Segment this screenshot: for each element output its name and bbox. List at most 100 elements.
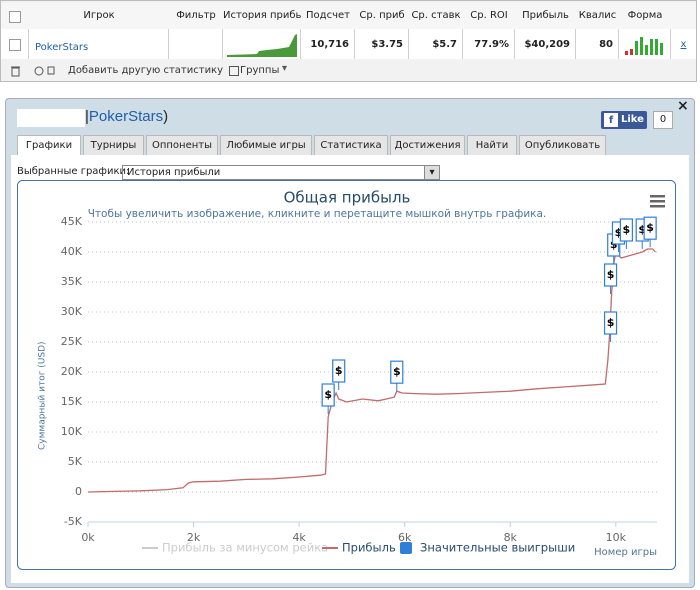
panel-title: |PokerStars) [85, 108, 168, 125]
flag-text: $ [324, 388, 332, 401]
header[interactable]: Форма [619, 3, 672, 29]
tab[interactable]: Достижения [390, 135, 465, 155]
header[interactable]: Ср. ставк [409, 3, 464, 29]
header[interactable]: Ср. приб [355, 3, 410, 29]
like-label: Like [621, 114, 644, 125]
fb-like[interactable]: f Like [601, 111, 647, 129]
checkbox[interactable] [9, 39, 21, 51]
flag-text: $ [623, 223, 631, 236]
avg-profit: $3.75 [355, 29, 409, 59]
header[interactable]: Подсчет [301, 3, 356, 29]
flag-box [332, 359, 346, 383]
chart-select[interactable]: История прибыли ▾ [122, 165, 440, 180]
groups[interactable]: Группы [240, 65, 280, 76]
tab[interactable]: Оппоненты [146, 135, 218, 155]
chart-frame [17, 180, 676, 570]
title-prefix: | [85, 108, 89, 125]
x-tick-label: 2k [187, 531, 201, 544]
flag: $ [390, 360, 404, 392]
header[interactable]: История прибы [223, 3, 302, 29]
flag-text: $ [615, 226, 623, 239]
y-tick-label: 45K [61, 215, 83, 228]
profit: $40,209 [515, 29, 576, 59]
groups-icon [229, 66, 239, 76]
title-suffix: ) [163, 108, 169, 125]
checkbox[interactable] [9, 11, 21, 23]
y-tick-label: 10K [61, 425, 83, 438]
header[interactable]: Фильтр [169, 3, 224, 29]
tab[interactable]: Любимые игры [220, 135, 312, 155]
header[interactable]: Прибыль [515, 3, 577, 29]
flag-text: $ [607, 268, 615, 281]
flag-text: $ [646, 221, 654, 234]
x-tick-label: 10k [606, 531, 627, 544]
y-tick-label: 40K [61, 245, 83, 258]
flag-box [603, 263, 618, 287]
flag-box [619, 218, 633, 242]
flag-box [603, 311, 618, 335]
flag-text: $ [335, 364, 343, 377]
header-cell [671, 3, 696, 29]
legend-symbol [400, 542, 412, 554]
y-tick-label: 30K [61, 305, 83, 318]
flag: $ [643, 216, 657, 248]
panel-close[interactable]: × [677, 98, 689, 114]
title-name[interactable]: PokerStars [88, 108, 164, 125]
flag-box [643, 216, 657, 240]
flag: $ [321, 383, 335, 414]
header-cell [1, 3, 30, 29]
flag: $ [332, 359, 346, 390]
remove-row[interactable]: x [671, 29, 696, 59]
flag-text: $ [607, 316, 615, 329]
flag: $ [603, 263, 618, 294]
flag-box [390, 360, 404, 384]
y-axis-label: Суммарный итог (USD) [38, 341, 48, 450]
x-tick-label: 8k [504, 531, 518, 544]
flag-text: $ [638, 223, 646, 236]
legend-label: Прибыль [342, 541, 396, 555]
flag-box [321, 383, 335, 407]
header[interactable]: Игрок [29, 3, 170, 29]
chart-subtitle: Чтобы увеличить изображение, кликните и … [88, 208, 547, 220]
x-axis-label: Номер игры [594, 547, 657, 558]
tab[interactable]: Графики [17, 135, 81, 156]
x-tick-label: 0k [81, 531, 95, 544]
select-value: История прибыли [127, 167, 221, 178]
x-tick-label: 6k [398, 531, 412, 544]
row-cell [169, 29, 223, 59]
groups-arrow: ▾ [282, 63, 288, 74]
x-tick-label: 4k [292, 531, 306, 544]
header[interactable]: Ср. ROI [463, 3, 516, 29]
y-tick-label: 35K [61, 275, 83, 288]
flag: $ [619, 218, 633, 249]
sparkline [227, 34, 297, 57]
form-cell [619, 29, 671, 59]
y-tick-label: 5K [68, 455, 83, 468]
tab[interactable]: Опубликовать [519, 135, 606, 155]
like-count: 0 [653, 111, 673, 129]
y-tick-label: 0 [75, 485, 82, 498]
row-cell [1, 29, 29, 59]
y-tick-label: 25K [61, 335, 83, 348]
menu-button[interactable] [650, 195, 665, 208]
chart: Общая прибыль Чтобы увеличить изображени… [17, 180, 676, 570]
avg-stake: $5.7 [409, 29, 463, 59]
toolbar-icons[interactable] [11, 65, 55, 77]
legend-label: Прибыль за минусом рейка [162, 541, 328, 555]
avg-roi: 77.9% [463, 29, 515, 59]
y-tick-label: -5K [64, 515, 83, 528]
flag: $ [603, 311, 618, 342]
flag-text: $ [393, 365, 401, 378]
y-tick-label: 20K [61, 365, 83, 378]
tab[interactable]: Найти [467, 135, 517, 155]
tab[interactable]: Статистика [314, 135, 388, 155]
header[interactable]: Квалис [576, 3, 620, 29]
add-stats[interactable]: Добавить другую статистику [68, 65, 224, 76]
hidden-name [17, 109, 85, 127]
chart-title: Общая прибыль [284, 189, 411, 207]
count: 10,716 [301, 29, 355, 59]
selector-label: Выбранные графики: [17, 166, 130, 177]
player-link[interactable]: PokerStars [29, 29, 169, 59]
tab[interactable]: Турниры [83, 135, 144, 155]
